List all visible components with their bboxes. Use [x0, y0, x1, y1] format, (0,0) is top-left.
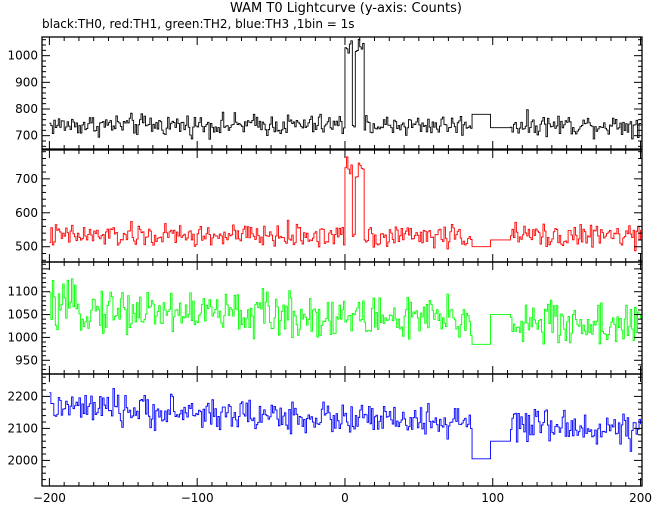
panel-th2: 950 1000 1050 1100	[7, 261, 643, 375]
x-tick-label: 100	[481, 491, 504, 505]
x-tick-label: 0	[341, 491, 349, 505]
series-line-th0	[49, 39, 641, 140]
y-tick-label: 1000	[7, 49, 38, 63]
series-line-th2	[49, 278, 641, 345]
y-tick-label: 2100	[7, 421, 38, 435]
y-tick-label: 2200	[7, 389, 38, 403]
y-tick-label: 1100	[7, 285, 38, 299]
chart-subtitle: black:TH0, red:TH1, green:TH2, blue:TH3 …	[42, 17, 355, 31]
y-tick-label: 700	[15, 129, 38, 143]
y-tick-label: 600	[15, 206, 38, 220]
y-tick-label: 2000	[7, 453, 38, 467]
y-tick-label: 1050	[7, 308, 38, 322]
x-tick-label: 200	[629, 491, 652, 505]
y-tick-label: 1000	[7, 330, 38, 344]
series-line-th3	[49, 388, 641, 460]
x-axis: −200 −100 0 100 200	[33, 491, 652, 505]
panel-th1: 500 600 700	[15, 149, 643, 263]
x-tick-label: −100	[181, 491, 214, 505]
panels-group: 700 800 900 1000 500 600 700 950 1000 1050 1100 200…	[7, 36, 643, 487]
y-tick-label: 800	[15, 102, 38, 116]
series-line-th1	[49, 156, 641, 252]
x-tick-label: −200	[33, 491, 66, 505]
y-tick-label: 700	[15, 172, 38, 186]
y-tick-label: 900	[15, 75, 38, 89]
panel-th0: 700 800 900 1000	[7, 36, 643, 150]
chart-title: WAM T0 Lightcurve (y-axis: Counts)	[230, 1, 462, 16]
y-tick-label: 950	[15, 353, 38, 367]
panel-th3: 2000 2100 2200	[7, 373, 643, 487]
panel-frame	[41, 149, 643, 263]
panel-frame	[41, 373, 643, 487]
y-tick-label: 500	[15, 240, 38, 254]
